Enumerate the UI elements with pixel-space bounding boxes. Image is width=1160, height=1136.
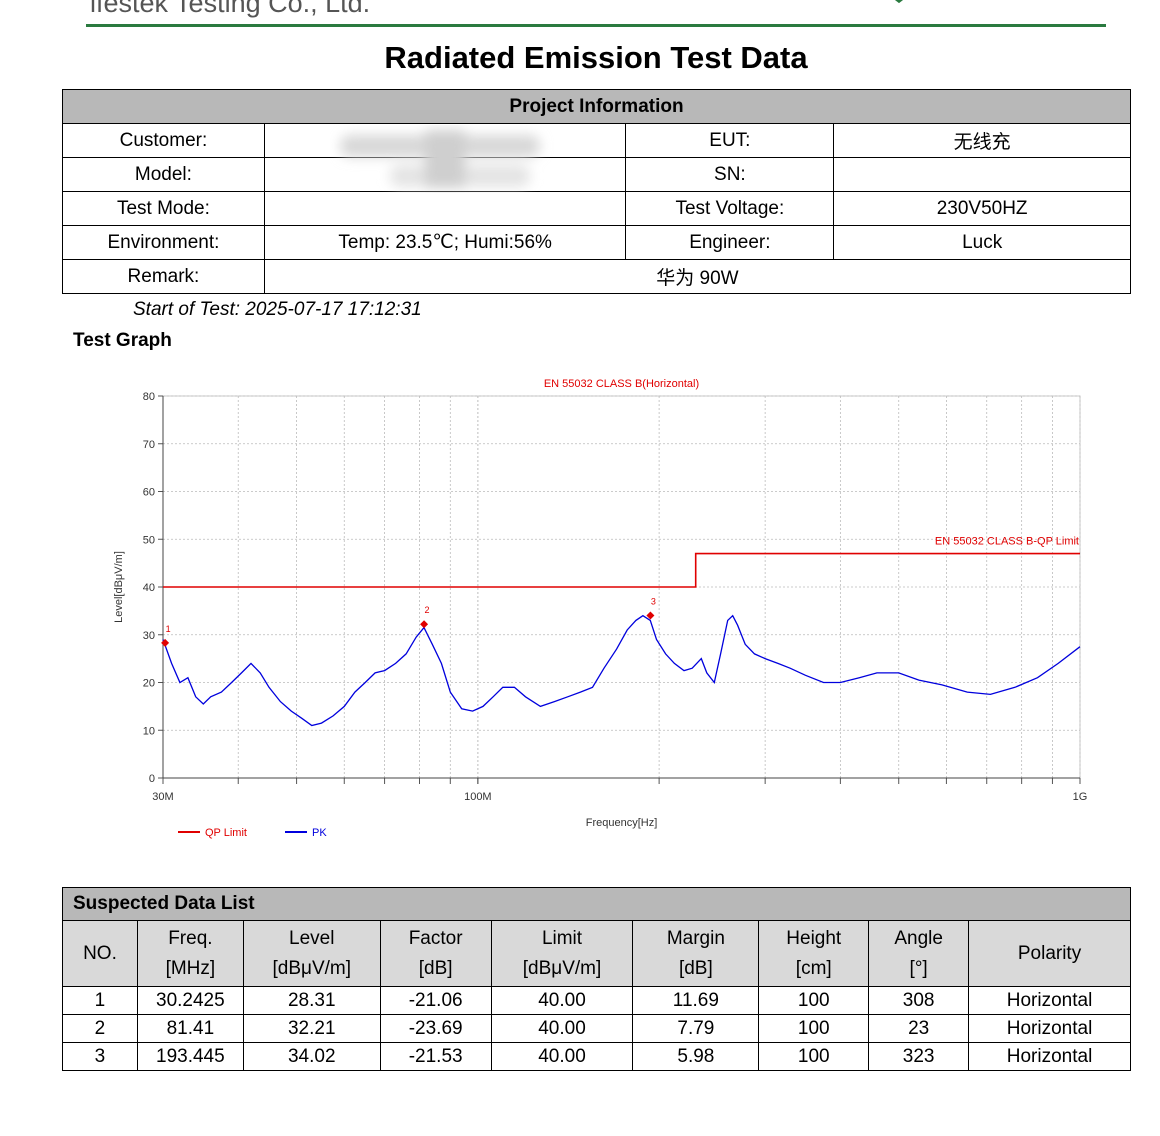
test-mode-label: Test Mode: — [62, 191, 265, 226]
table-cell: 40.00 — [490, 986, 634, 1015]
column-header: Limit [dBμV/m] — [490, 920, 634, 987]
table-cell: 28.31 — [242, 986, 381, 1015]
column-header: Height [cm] — [758, 920, 870, 987]
qp-limit-line — [163, 552, 1080, 588]
y-tick-label: 60 — [143, 487, 155, 499]
test-voltage-label: Test Voltage: — [625, 191, 835, 226]
page-title: Radiated Emission Test Data — [384, 40, 808, 75]
table-cell: Horizontal — [968, 1014, 1131, 1043]
x-tick-label: 1G — [1073, 791, 1088, 803]
table-cell: 100 — [758, 1042, 870, 1071]
y-tick-label: 50 — [143, 534, 155, 546]
table-cell: 81.41 — [136, 1014, 244, 1043]
table-cell: 7.79 — [632, 1014, 760, 1043]
column-header: Level [dBμV/m] — [242, 920, 381, 987]
remark-label: Remark: — [62, 259, 265, 294]
eut-label: EUT: — [625, 123, 835, 158]
table-row: 2 81.41 32.21 -23.69 40.00 7.79 100 23 Horizonta… — [62, 1014, 1131, 1043]
table-cell: 100 — [758, 986, 870, 1015]
table-cell: 40.00 — [490, 1042, 634, 1071]
column-header: Factor [dB] — [379, 920, 492, 987]
model-label: Model: — [62, 157, 265, 192]
remark-value: 华为 90W — [263, 259, 1132, 294]
graph-title: Test Graph — [73, 330, 172, 351]
redaction-blur — [340, 130, 540, 188]
table-cell: 1 — [62, 986, 138, 1015]
column-header: Polarity — [968, 920, 1131, 987]
header-divider — [86, 24, 1106, 27]
table-cell: -21.53 — [379, 1042, 492, 1071]
y-tick-label: 70 — [143, 439, 155, 451]
x-tick-label: 100M — [464, 791, 492, 803]
table-cell: 323 — [868, 1042, 970, 1071]
table-cell: 32.21 — [242, 1014, 381, 1043]
test-mode-value — [263, 191, 627, 226]
sn-label: SN: — [625, 157, 835, 192]
marker-label: 2 — [425, 605, 430, 615]
table-row: 1 30.2425 28.31 -21.06 40.00 11.69 100 308 Horiz… — [62, 986, 1131, 1015]
project-info-table: Project Information Customer: EUT: 无线充 M… — [62, 89, 1132, 294]
y-tick-label: 80 — [143, 391, 155, 403]
x-tick-label: 30M — [152, 791, 173, 803]
chart-title: EN 55032 CLASS B(Horizontal) — [544, 378, 699, 390]
column-header: Margin [dB] — [632, 920, 760, 987]
table-cell: -23.69 — [379, 1014, 492, 1043]
environment-value: Temp: 23.5℃; Humi:56% — [263, 225, 627, 260]
engineer-value: Luck — [833, 225, 1131, 260]
emission-chart: 0 10 20 30 40 50 60 70 80 30M 100M 1G EN 55032 CLASS… — [113, 378, 1088, 839]
company-name: ifestek Testing Co., Ltd. — [90, 0, 371, 18]
column-header: NO. — [62, 920, 138, 987]
table-cell: 193.445 — [136, 1042, 244, 1071]
pk-trace-line — [162, 614, 1081, 727]
table-cell: 34.02 — [242, 1042, 381, 1071]
table-cell: 30.2425 — [136, 986, 244, 1015]
limit-line-label: EN 55032 CLASS B-QP Limit — [935, 536, 1079, 548]
column-header: Angle [°] — [868, 920, 970, 987]
table-cell: Horizontal — [968, 1042, 1131, 1071]
marker-label: 1 — [166, 624, 171, 634]
table-cell: Horizontal — [968, 986, 1131, 1015]
table-cell: 11.69 — [632, 986, 760, 1015]
marker-point — [646, 611, 655, 620]
marker-point — [420, 620, 429, 629]
table-cell: 308 — [868, 986, 970, 1015]
sn-value — [833, 157, 1131, 192]
marker-point — [161, 638, 170, 647]
y-tick-label: 0 — [149, 773, 155, 785]
table-row: 3 193.445 34.02 -21.53 40.00 5.98 100 323 Horizo… — [62, 1042, 1131, 1071]
engineer-label: Engineer: — [625, 225, 835, 260]
environment-label: Environment: — [62, 225, 265, 260]
suspected-heading: Suspected Data List — [62, 887, 1131, 921]
test-voltage-value: 230V50HZ — [833, 191, 1131, 226]
customer-label: Customer: — [62, 123, 265, 158]
y-axis-label: Level[dBμV/m] — [113, 551, 125, 623]
marker-label: 3 — [651, 597, 656, 607]
table-cell: -21.06 — [379, 986, 492, 1015]
start-of-test: Start of Test: 2025-07-17 17:12:31 — [133, 299, 422, 320]
y-tick-label: 30 — [143, 630, 155, 642]
table-cell: 23 — [868, 1014, 970, 1043]
table-cell: 3 — [62, 1042, 138, 1071]
legend-label: QP Limit — [205, 827, 247, 839]
x-axis-label: Frequency[Hz] — [586, 817, 658, 829]
table-cell: 100 — [758, 1014, 870, 1043]
suspected-header-row: NO. Freq. [MHz] Level [dBμV/m] Factor [dB] Limi… — [62, 920, 1131, 987]
table-cell: 40.00 — [490, 1014, 634, 1043]
suspected-data-table: Suspected Data List NO. Freq. [MHz] Level [d… — [62, 887, 1131, 1071]
y-tick-label: 10 — [143, 725, 155, 737]
table-cell: 5.98 — [632, 1042, 760, 1071]
column-header: Freq. [MHz] — [136, 920, 244, 987]
eut-value: 无线充 — [833, 123, 1131, 158]
project-info-heading: Project Information — [62, 89, 1131, 124]
table-cell: 2 — [62, 1014, 138, 1043]
y-tick-label: 40 — [143, 582, 155, 594]
y-tick-label: 20 — [143, 678, 155, 690]
legend-label: PK — [312, 827, 327, 839]
company-logo-icon — [894, 0, 904, 4]
